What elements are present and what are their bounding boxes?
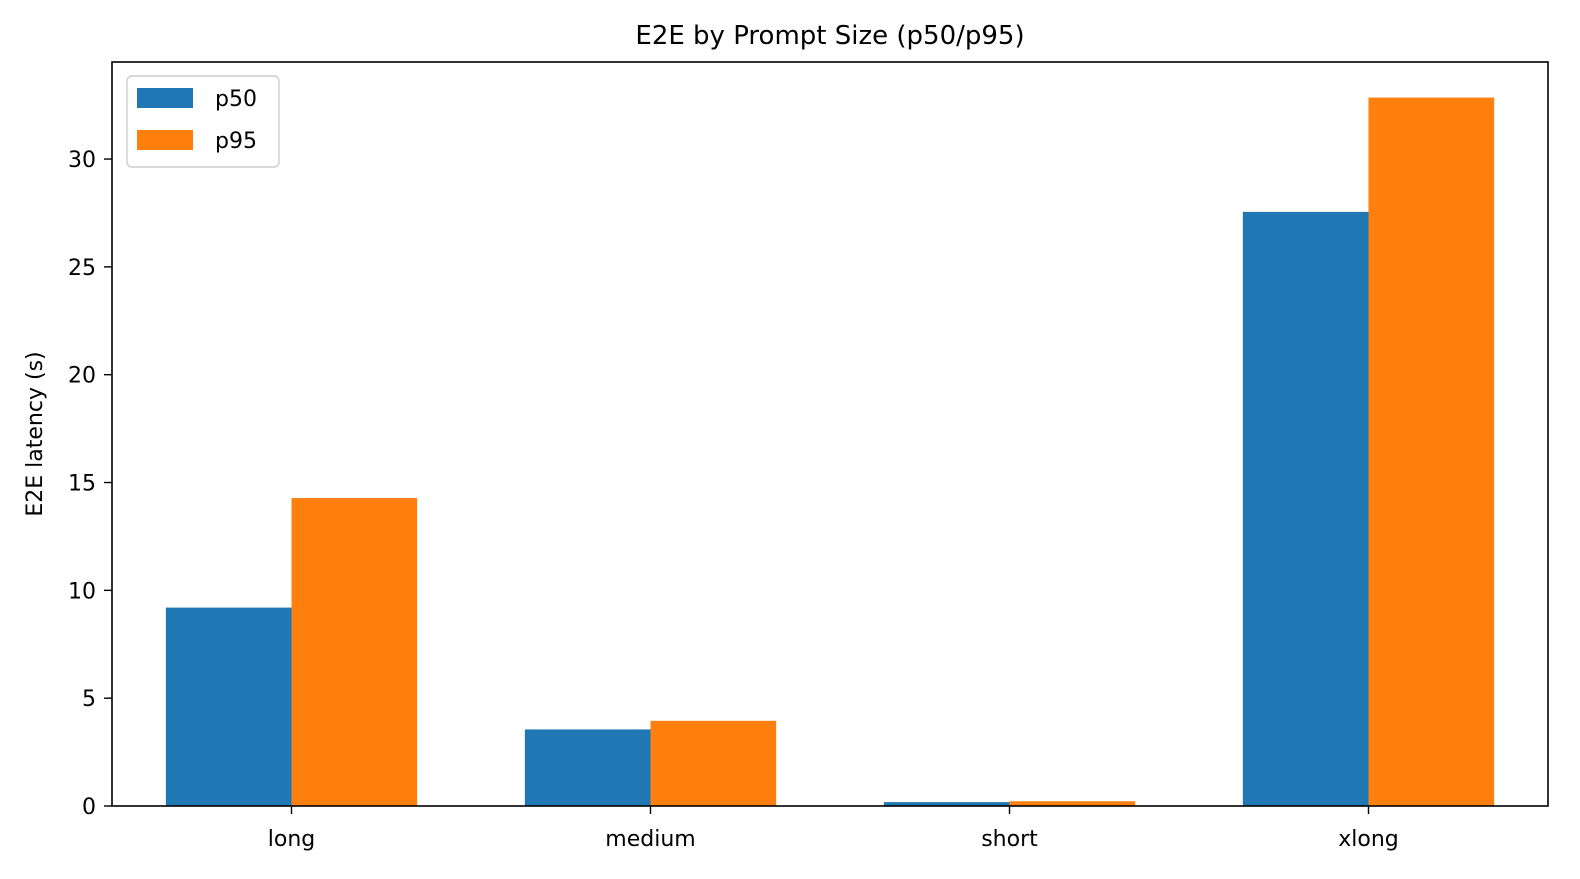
y-tick-label-25: 25 xyxy=(68,256,96,281)
y-tick-label-0: 0 xyxy=(82,795,96,820)
bar-p50-medium xyxy=(524,729,651,806)
x-tick-label-short: short xyxy=(981,827,1038,852)
bar-p50-short xyxy=(883,802,1010,806)
bar-p95-medium xyxy=(650,720,777,806)
y-tick-label-30: 30 xyxy=(68,148,96,173)
bars-group xyxy=(165,97,1495,806)
x-tick-label-xlong: xlong xyxy=(1338,827,1399,852)
bar-p95-long xyxy=(291,498,418,806)
x-tick-label-long: long xyxy=(268,827,315,852)
bar-p95-short xyxy=(1009,801,1136,806)
y-tick-label-10: 10 xyxy=(68,579,96,604)
y-tick-label-20: 20 xyxy=(68,364,96,389)
legend-label-p95: p95 xyxy=(215,129,257,154)
plot-frame xyxy=(111,61,1549,807)
bar-p95-xlong xyxy=(1368,97,1495,806)
legend-swatch-p95 xyxy=(137,130,193,150)
bar-p50-long xyxy=(165,607,292,806)
y-axis: 0 5 10 15 20 25 30 xyxy=(68,148,112,820)
legend: p50 p95 xyxy=(126,75,280,168)
y-tick-label-5: 5 xyxy=(82,687,96,712)
y-axis-label: E2E latency (s) xyxy=(23,351,48,516)
x-axis: long medium short xlong xyxy=(268,806,1399,852)
y-tick-label-15: 15 xyxy=(68,472,96,497)
bar-p50-xlong xyxy=(1242,211,1369,806)
x-tick-label-medium: medium xyxy=(605,827,695,852)
chart-title: E2E by Prompt Size (p50/p95) xyxy=(635,21,1024,51)
legend-label-p50: p50 xyxy=(215,87,257,112)
legend-swatch-p50 xyxy=(137,88,193,108)
